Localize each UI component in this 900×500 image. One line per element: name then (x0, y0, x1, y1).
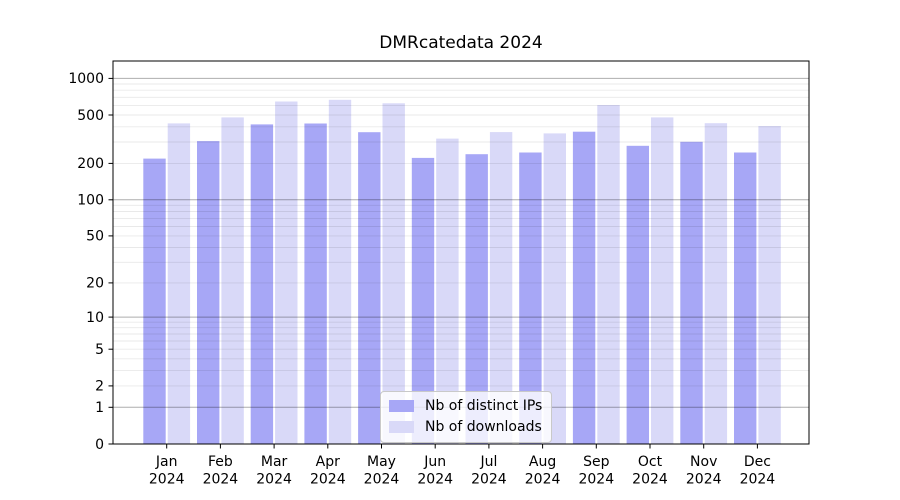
bar-downloads-jun (436, 138, 459, 444)
x-tick-label-year-aug: 2024 (525, 472, 561, 488)
x-tick-label-year-nov: 2024 (686, 472, 722, 488)
legend-item-downloads: Nb of downloads (389, 419, 542, 435)
x-tick-label-month-aug: Aug (529, 454, 556, 470)
bar-distinct-ips-apr (304, 123, 327, 444)
bar-downloads-oct (651, 117, 674, 445)
y-tick-label-50: 50 (86, 229, 104, 245)
chart-title: DMRcatedata 2024 (379, 33, 543, 53)
legend-item-distinct-ips: Nb of distinct IPs (389, 398, 542, 414)
bar-distinct-ips-jul (465, 154, 488, 444)
x-tick-label-year-apr: 2024 (310, 472, 346, 488)
legend-swatch-downloads-icon (389, 421, 414, 433)
bar-distinct-ips-mar (250, 124, 274, 445)
x-tick-label-year-feb: 2024 (203, 472, 239, 488)
y-tick-label-500: 500 (77, 108, 104, 124)
bar-distinct-ips-may (358, 132, 381, 444)
y-tick-label-5: 5 (95, 342, 104, 358)
y-tick-label-1: 1 (95, 400, 104, 416)
x-tick-label-year-oct: 2024 (632, 472, 668, 488)
bar-downloads-may (382, 103, 405, 445)
bar-distinct-ips-jan (143, 158, 166, 444)
bar-distinct-ips-feb (197, 141, 220, 444)
y-tick-label-100: 100 (77, 193, 104, 209)
y-tick-label-2: 2 (95, 379, 104, 395)
bar-downloads-mar (275, 101, 298, 444)
x-tick-label-month-jun: Jun (423, 454, 446, 470)
bar-downloads-apr (328, 99, 352, 445)
bar-distinct-ips-nov (680, 141, 703, 445)
y-tick-label-200: 200 (77, 156, 104, 172)
x-tick-label-month-jul: Jul (479, 454, 497, 470)
x-tick-label-year-may: 2024 (364, 472, 400, 488)
bar-distinct-ips-sep (572, 131, 596, 444)
y-tick-label-0: 0 (95, 437, 104, 453)
bar-distinct-ips-dec (734, 152, 757, 444)
bar-distinct-ips-jun (411, 157, 435, 444)
x-tick-label-year-jul: 2024 (471, 472, 507, 488)
y-tick-label-1000: 1000 (68, 71, 104, 87)
bar-downloads-jul (489, 132, 513, 444)
x-tick-label-month-mar: Mar (261, 454, 288, 470)
legend-swatch-distinct-ips-icon (389, 400, 414, 412)
x-tick-label-month-sep: Sep (583, 454, 610, 470)
x-tick-label-month-oct: Oct (638, 454, 663, 470)
x-tick-label-year-jun: 2024 (417, 472, 453, 488)
x-tick-label-month-nov: Nov (690, 454, 717, 470)
bar-downloads-dec (758, 126, 781, 444)
x-tick-label-year-dec: 2024 (740, 472, 776, 488)
x-tick-label-year-mar: 2024 (256, 472, 292, 488)
y-tick-label-10: 10 (86, 310, 104, 326)
x-tick-label-month-jan: Jan (155, 454, 178, 470)
x-tick-label-month-apr: Apr (316, 454, 340, 470)
bar-downloads-jan (167, 123, 191, 445)
bar-distinct-ips-oct (626, 145, 649, 445)
bar-downloads-nov (704, 123, 728, 444)
bar-downloads-feb (221, 117, 244, 445)
legend-label-downloads: Nb of downloads (425, 419, 542, 436)
bar-downloads-aug (543, 133, 566, 444)
x-tick-label-month-may: May (367, 454, 396, 470)
x-tick-label-month-dec: Dec (744, 454, 771, 470)
y-tick-label-20: 20 (86, 276, 104, 292)
x-tick-label-month-feb: Feb (208, 454, 233, 470)
axes-frame (112, 60, 810, 445)
legend-label-distinct-ips: Nb of distinct IPs (425, 398, 543, 414)
x-tick-label-year-jan: 2024 (149, 472, 185, 488)
x-tick-label-year-sep: 2024 (578, 472, 614, 488)
bar-downloads-sep (597, 105, 620, 444)
legend: Nb of distinct IPs Nb of downloads (380, 391, 553, 444)
bar-distinct-ips-aug (519, 152, 542, 444)
